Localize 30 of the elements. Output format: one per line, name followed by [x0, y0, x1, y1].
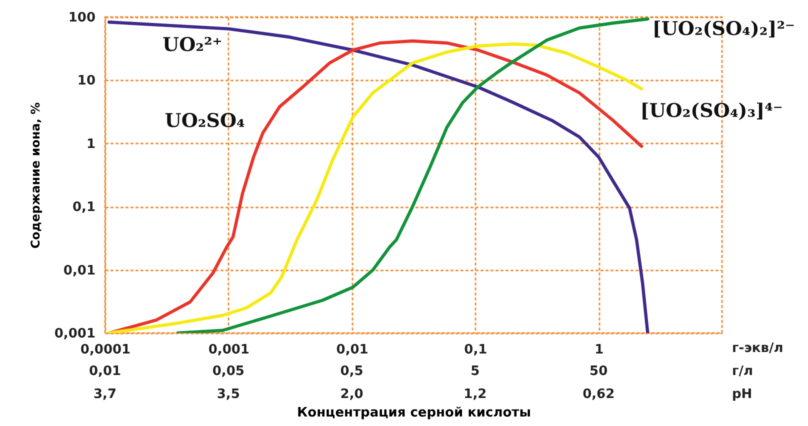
text: 2,0 — [340, 387, 364, 402]
text: 3,7 — [93, 387, 117, 402]
series-label: UO₂SO₄ — [164, 110, 245, 132]
text: 3,5 — [216, 387, 240, 402]
x-tick-label: 0,01 — [336, 342, 368, 358]
x-tick-label: 1 — [594, 342, 604, 358]
series-label: UO₂²⁺ — [162, 34, 222, 56]
text: 0,62 — [582, 387, 615, 402]
y-tick-label: 100 — [68, 10, 96, 26]
y-tick-label: 0,1 — [72, 200, 96, 216]
series-label: [UO₂(SO₄)₃]⁴⁻ — [640, 100, 783, 122]
text: г/л — [732, 364, 754, 379]
y-tick-label: 0,01 — [63, 263, 96, 278]
y-tick-label: 1 — [86, 136, 96, 152]
y-tick-label: 0,001 — [54, 326, 96, 342]
text: 0,01 — [88, 364, 122, 379]
x-axis-title: Концентрация серной кислоты — [297, 406, 531, 420]
y-axis-title: Содержание иона, % — [28, 102, 42, 249]
x-tick-label: 0,1 — [464, 342, 488, 358]
text: 0,05 — [212, 364, 244, 379]
text: 5 — [470, 364, 480, 379]
text: pH — [732, 387, 752, 402]
text: 50 — [590, 364, 608, 379]
y-tick-label: 10 — [77, 74, 96, 89]
series-label: [UO₂(SO₄)₂]²⁻ — [652, 18, 796, 40]
x-tick-label: 0,0001 — [80, 342, 131, 358]
text: 0,5 — [340, 364, 364, 379]
text: 1,2 — [464, 387, 487, 402]
text: г-экв/л — [732, 341, 784, 356]
x-tick-label: 0,001 — [208, 342, 250, 358]
